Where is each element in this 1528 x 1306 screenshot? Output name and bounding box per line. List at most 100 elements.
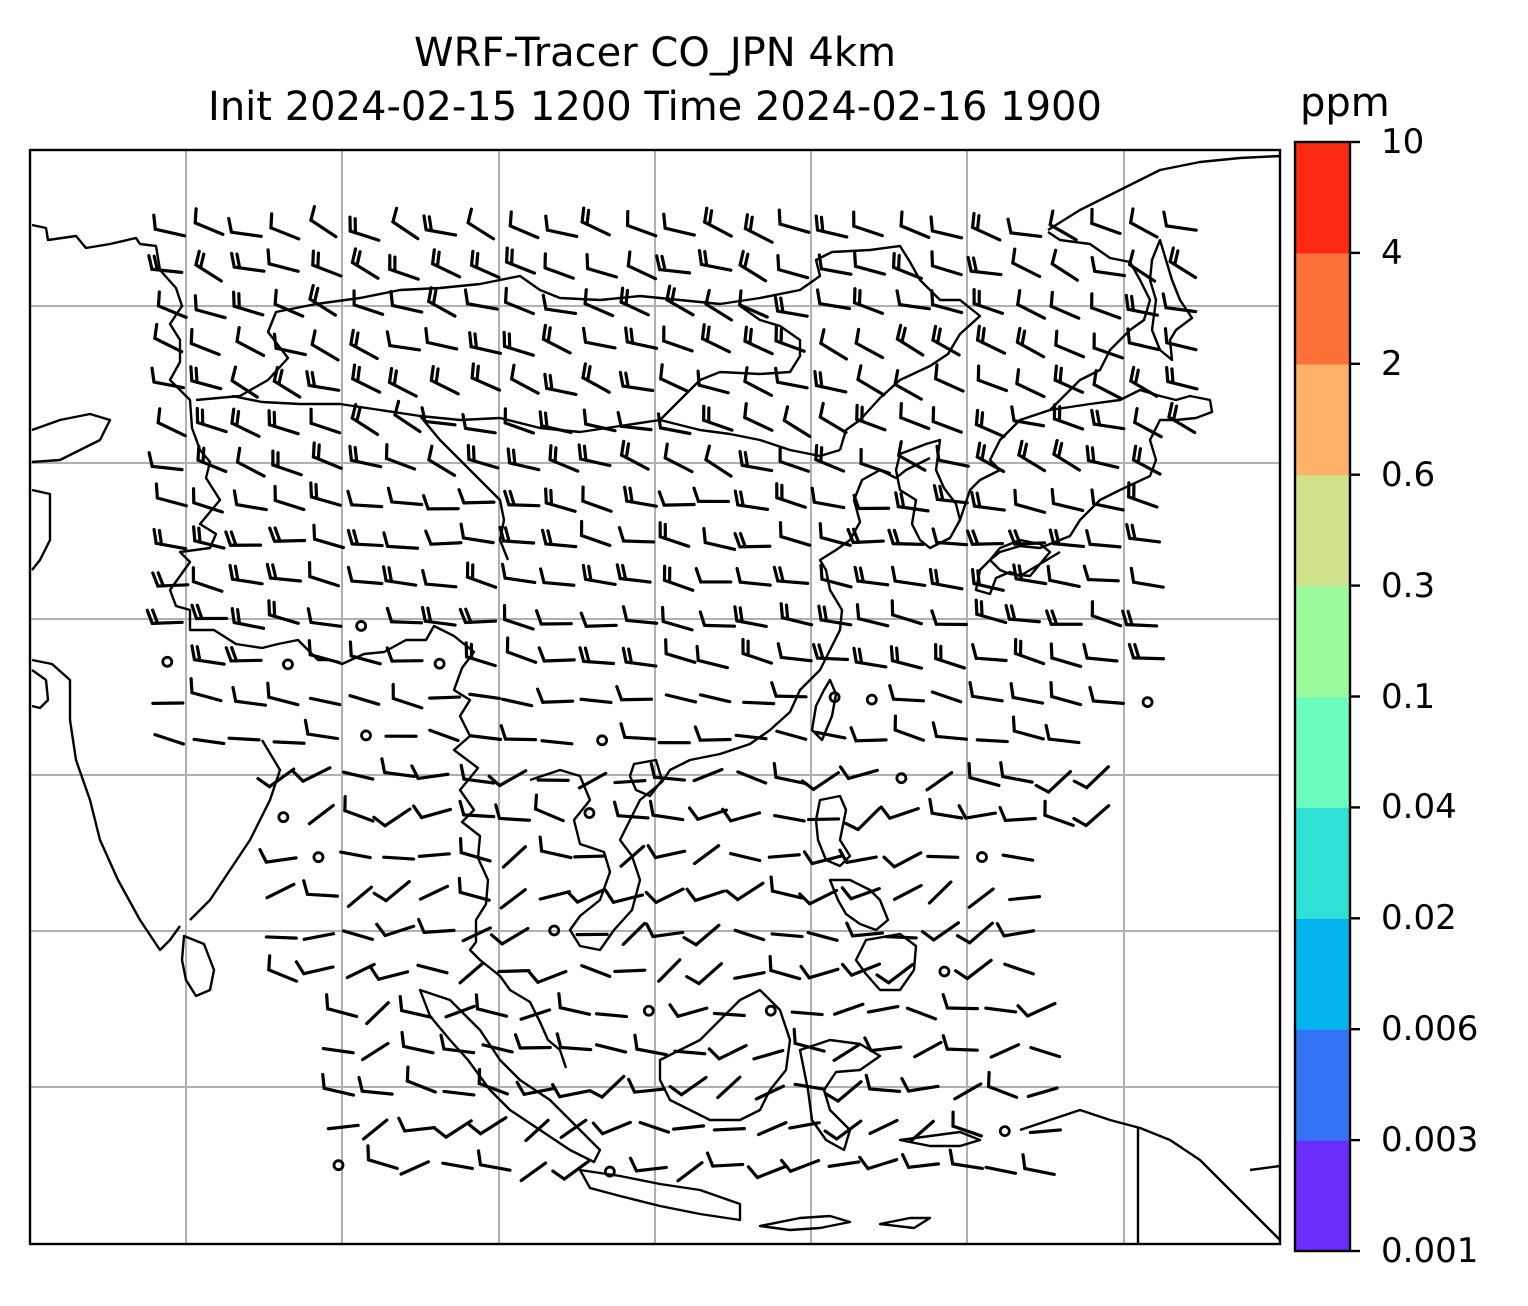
wind-barb bbox=[934, 363, 965, 393]
wind-barb bbox=[941, 1034, 979, 1052]
wind-barb bbox=[619, 844, 646, 868]
wind-barb bbox=[792, 1027, 826, 1053]
wind-barb bbox=[840, 886, 881, 901]
wind-barb bbox=[541, 293, 578, 316]
wind-barb bbox=[151, 571, 190, 588]
wind-barb bbox=[619, 722, 657, 741]
wind-barb bbox=[369, 965, 410, 981]
wind-barb bbox=[813, 730, 847, 740]
wind-barb bbox=[268, 526, 307, 543]
wind-barb bbox=[388, 253, 420, 281]
wind-barb bbox=[153, 732, 186, 746]
wind-barb bbox=[256, 767, 296, 789]
wind-barb bbox=[1090, 488, 1125, 512]
calm-wind-marker bbox=[764, 1004, 777, 1017]
coastline-timor bbox=[898, 1130, 982, 1148]
wind-barb bbox=[380, 757, 416, 779]
wind-barb bbox=[779, 1158, 821, 1173]
wind-barb bbox=[967, 887, 995, 909]
wind-barb bbox=[416, 963, 449, 975]
wind-barb bbox=[624, 326, 659, 350]
wind-barb bbox=[504, 246, 537, 275]
wind-barb bbox=[927, 880, 953, 905]
wind-barb bbox=[712, 1127, 746, 1132]
wind-barb bbox=[326, 1123, 360, 1131]
wind-barb bbox=[703, 206, 733, 238]
colorbar-tick-label: 0.1 bbox=[1381, 676, 1436, 717]
wind-barb bbox=[853, 565, 890, 587]
wind-barb bbox=[621, 921, 647, 947]
wind-barb bbox=[458, 799, 496, 819]
wind-barb bbox=[307, 560, 340, 588]
wind-barb bbox=[707, 1043, 748, 1061]
wind-barb bbox=[623, 485, 658, 508]
colorbar-unit: ppm bbox=[1300, 80, 1390, 126]
calm-wind-markers bbox=[161, 620, 1154, 1178]
wind-barb bbox=[1054, 329, 1086, 359]
wind-barb bbox=[676, 1161, 704, 1183]
wind-barb bbox=[1016, 1001, 1057, 1018]
wind-barb bbox=[965, 529, 1005, 546]
wind-barb bbox=[424, 529, 463, 546]
wind-barb bbox=[1001, 853, 1035, 862]
border-line-2 bbox=[419, 415, 510, 561]
wind-barb bbox=[1034, 769, 1073, 794]
wind-barb bbox=[308, 696, 342, 707]
wind-barb bbox=[579, 697, 613, 705]
wind-barb bbox=[733, 605, 768, 629]
wind-barb bbox=[777, 208, 811, 234]
colorbar-segment bbox=[1295, 1140, 1350, 1252]
wind-barb bbox=[975, 324, 1007, 355]
wind-barb bbox=[941, 993, 980, 1011]
wind-barb bbox=[1043, 799, 1075, 827]
wind-barb bbox=[772, 565, 810, 585]
colorbar-segment bbox=[1295, 142, 1350, 254]
wind-barb bbox=[928, 797, 964, 820]
wind-barb bbox=[291, 766, 332, 783]
wind-barb bbox=[577, 443, 612, 468]
wind-barb bbox=[778, 445, 811, 473]
wind-barb bbox=[1048, 528, 1086, 549]
wind-barb bbox=[1021, 1153, 1056, 1177]
wind-barb bbox=[321, 1072, 356, 1097]
wind-barb bbox=[499, 724, 538, 742]
wind-barb bbox=[1053, 364, 1085, 394]
wind-barb bbox=[580, 206, 611, 237]
wind-barb bbox=[1046, 564, 1081, 589]
wind-barb bbox=[307, 639, 341, 665]
wind-barb bbox=[191, 487, 224, 514]
wind-barb bbox=[984, 1165, 1018, 1175]
wind-barb bbox=[673, 1049, 707, 1056]
wind-barb bbox=[1050, 248, 1080, 282]
wind-barb bbox=[935, 444, 970, 468]
wind-barb bbox=[775, 482, 807, 509]
wind-barb bbox=[265, 882, 296, 900]
wind-barb bbox=[818, 521, 852, 547]
wind-barb bbox=[375, 922, 416, 938]
wind-barb bbox=[863, 1036, 903, 1053]
wind-barb bbox=[806, 817, 841, 822]
wind-barb bbox=[481, 1043, 514, 1054]
wind-barb bbox=[998, 805, 1037, 823]
wind-barb bbox=[725, 881, 765, 902]
wind-barb bbox=[302, 932, 336, 941]
wind-barb bbox=[230, 607, 266, 630]
wind-barb bbox=[966, 255, 1003, 277]
wind-barb bbox=[853, 250, 887, 276]
wind-barb bbox=[230, 365, 259, 399]
wind-barb bbox=[458, 837, 492, 863]
wind-barb bbox=[793, 1082, 827, 1091]
coastline-borneo bbox=[658, 988, 792, 1122]
wind-barb bbox=[742, 700, 776, 706]
wind-barb bbox=[882, 851, 923, 869]
coastline-sumatra bbox=[418, 988, 602, 1164]
wind-barb bbox=[930, 609, 968, 627]
wind-barb bbox=[1129, 566, 1165, 589]
wind-barb bbox=[152, 527, 188, 551]
wind-barb bbox=[1129, 207, 1159, 239]
wind-barb bbox=[970, 490, 1006, 512]
coastline-india-east bbox=[189, 739, 282, 921]
border-line-3 bbox=[659, 418, 841, 458]
wind-barb bbox=[321, 1046, 355, 1055]
